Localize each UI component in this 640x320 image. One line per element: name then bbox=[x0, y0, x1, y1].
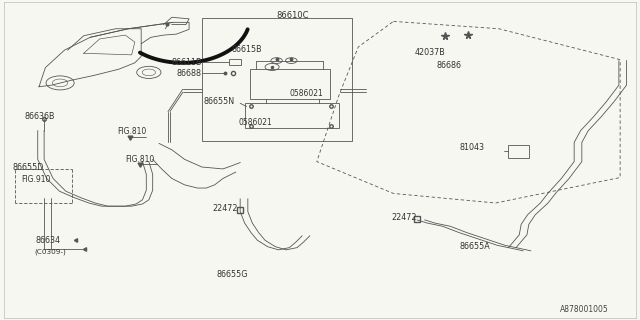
Text: 86611B: 86611B bbox=[172, 58, 202, 67]
Text: 86655D: 86655D bbox=[12, 163, 44, 172]
Text: 86634: 86634 bbox=[36, 236, 61, 245]
Text: A878001005: A878001005 bbox=[559, 305, 608, 314]
Text: 22472: 22472 bbox=[392, 213, 417, 222]
Text: 86655A: 86655A bbox=[460, 242, 490, 251]
Text: FIG.810: FIG.810 bbox=[125, 155, 154, 164]
Text: 86686: 86686 bbox=[436, 60, 461, 69]
Text: 0586021: 0586021 bbox=[289, 89, 323, 98]
Text: 81043: 81043 bbox=[460, 143, 484, 152]
Text: 86655G: 86655G bbox=[216, 269, 248, 279]
Text: 22472: 22472 bbox=[212, 204, 238, 213]
Text: 0586021: 0586021 bbox=[239, 118, 273, 127]
Text: FIG.810: FIG.810 bbox=[117, 127, 146, 136]
Text: 86615B: 86615B bbox=[232, 44, 262, 54]
Text: 86688: 86688 bbox=[176, 69, 202, 78]
Text: 42037B: 42037B bbox=[415, 48, 445, 57]
Text: (C0309-): (C0309-) bbox=[34, 249, 66, 255]
Text: FIG.910: FIG.910 bbox=[21, 175, 51, 184]
Text: 86610C: 86610C bbox=[276, 12, 309, 20]
Text: 86636B: 86636B bbox=[25, 112, 56, 121]
Text: 86655N: 86655N bbox=[204, 97, 235, 106]
